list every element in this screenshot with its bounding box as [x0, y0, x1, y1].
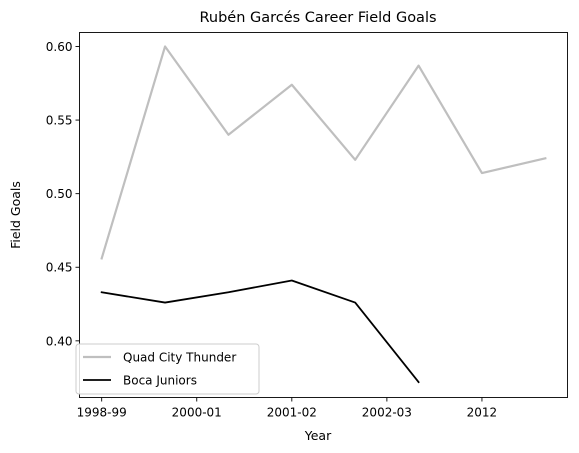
y-axis-label: Field Goals [8, 181, 23, 249]
y-tick-label: 0.40 [46, 334, 73, 348]
chart-title: Rubén Garcés Career Field Goals [199, 10, 436, 26]
legend-label: Boca Juniors [123, 374, 197, 388]
y-tick-label: 0.50 [46, 187, 73, 201]
legend-label: Quad City Thunder [123, 351, 236, 365]
x-tick-label: 2012 [467, 406, 498, 420]
y-tick-label: 0.55 [46, 114, 73, 128]
legend: Quad City Thunder Boca Juniors [76, 344, 259, 394]
x-tick-label: 2001-02 [267, 406, 317, 420]
x-tick-label: 2000-01 [172, 406, 222, 420]
x-tick-label: 1998-99 [77, 406, 127, 420]
y-tick-label: 0.45 [46, 261, 73, 275]
x-axis-label: Year [304, 428, 332, 443]
x-tick-label: 2002-03 [362, 406, 412, 420]
y-tick-label: 0.60 [46, 40, 73, 54]
